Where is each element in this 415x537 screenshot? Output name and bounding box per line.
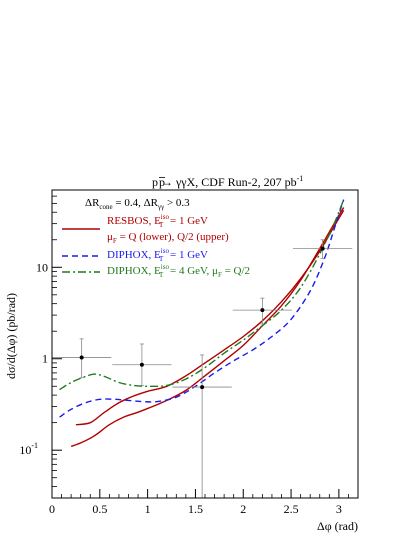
- y-tick-label-0: 10-1: [19, 441, 38, 457]
- chart-title: p → γγX, CDF Run-2, 207 pb-1: [152, 174, 303, 189]
- y-tick-label-2: 10: [36, 260, 48, 274]
- series-line-1: [70, 207, 345, 448]
- x-tick-label-6: 3: [336, 502, 342, 516]
- cuts-annotation: ΔRcone = 0.4, ΔRγγ > 0.3: [85, 197, 190, 211]
- legend-label-resbos: RESBOS, Eiso T = 1 GeV: [107, 213, 208, 229]
- x-tick-label-1: 0.5: [92, 502, 107, 516]
- legend-label-diphox-1gev: DIPHOX, Eiso T = 1 GeV: [107, 247, 208, 263]
- legend: RESBOS, Eiso T = 1 GeV μF = Q (lower), Q/…: [62, 213, 250, 279]
- y-axis-title: dσ/d(Δφ) (pb/rad): [4, 293, 18, 379]
- data-point-2: [200, 385, 205, 390]
- title-pbar: p: [159, 175, 165, 189]
- axis-ticks: 0 0.5 1 1.5 2 2.5 3 10-1 1 10: [19, 189, 349, 516]
- data-point-0: [79, 355, 84, 360]
- x-axis-title: Δφ (rad): [317, 519, 358, 533]
- theory-curves: [59, 199, 345, 448]
- data-point-1: [139, 362, 144, 367]
- x-tick-label-4: 2: [240, 502, 246, 516]
- x-tick-label-3: 1.5: [188, 502, 203, 516]
- data-point-4: [320, 246, 325, 251]
- x-tick-label-0: 0: [49, 502, 55, 516]
- y-tick-label-1: 1: [42, 352, 48, 366]
- legend-label-resbos-line2: μF = Q (lower), Q/2 (upper): [107, 231, 229, 245]
- x-tick-label-5: 2.5: [284, 502, 299, 516]
- legend-label-diphox-4gev: DIPHOX, Eiso T = 4 GeV, μF = Q/2: [107, 263, 250, 279]
- data-points: [52, 239, 353, 499]
- data-point-3: [260, 308, 265, 313]
- series-line-2: [59, 199, 345, 418]
- series-line-3: [59, 199, 345, 391]
- x-tick-label-2: 1: [145, 502, 151, 516]
